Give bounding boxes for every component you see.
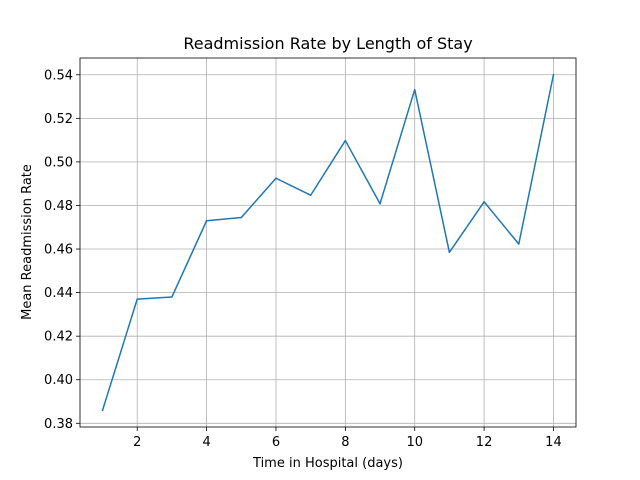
- y-tick-label: 0.46: [44, 243, 73, 258]
- data-point: [275, 177, 277, 179]
- x-tick-label: 4: [202, 435, 210, 450]
- data-point: [379, 202, 381, 205]
- x-tick-label: 12: [476, 435, 493, 450]
- data-point: [101, 409, 104, 411]
- y-tick-label: 0.38: [44, 417, 73, 432]
- y-tick-label: 0.48: [44, 199, 73, 214]
- y-axis-label: Mean Readmission Rate: [20, 164, 35, 320]
- data-point: [205, 219, 208, 222]
- data-point: [413, 88, 416, 91]
- data-point: [344, 139, 347, 142]
- x-tick-label: 14: [545, 435, 562, 450]
- ticks: 2 4 6 8 10 12 14 0.38 0.40 0.42 0.44 0.46 0.48 0.50 0.…: [44, 68, 562, 450]
- data-point: [136, 298, 138, 300]
- y-tick-label: 0.52: [44, 112, 73, 127]
- y-tick-label: 0.54: [44, 68, 73, 83]
- x-tick-label: 2: [133, 435, 141, 450]
- x-tick-label: 6: [272, 435, 280, 450]
- data-point: [171, 296, 173, 298]
- series-layer: [101, 73, 555, 412]
- chart-title: Readmission Rate by Length of Stay: [183, 34, 472, 53]
- data-point: [518, 243, 520, 245]
- data-point: [483, 201, 485, 203]
- grid: [80, 58, 576, 427]
- y-tick-label: 0.44: [44, 286, 73, 301]
- data-point: [309, 194, 312, 196]
- x-tick-label: 10: [406, 435, 423, 450]
- data-point: [448, 251, 451, 254]
- x-tick-label: 8: [341, 435, 349, 450]
- y-tick-label: 0.50: [44, 155, 73, 170]
- axes-frame: [79, 57, 577, 428]
- data-point: [240, 216, 243, 219]
- y-tick-label: 0.40: [44, 373, 73, 388]
- y-tick-label: 0.42: [44, 330, 73, 345]
- series-line: [101, 73, 555, 412]
- data-point: [552, 74, 555, 76]
- x-axis-label: Time in Hospital (days): [252, 456, 403, 471]
